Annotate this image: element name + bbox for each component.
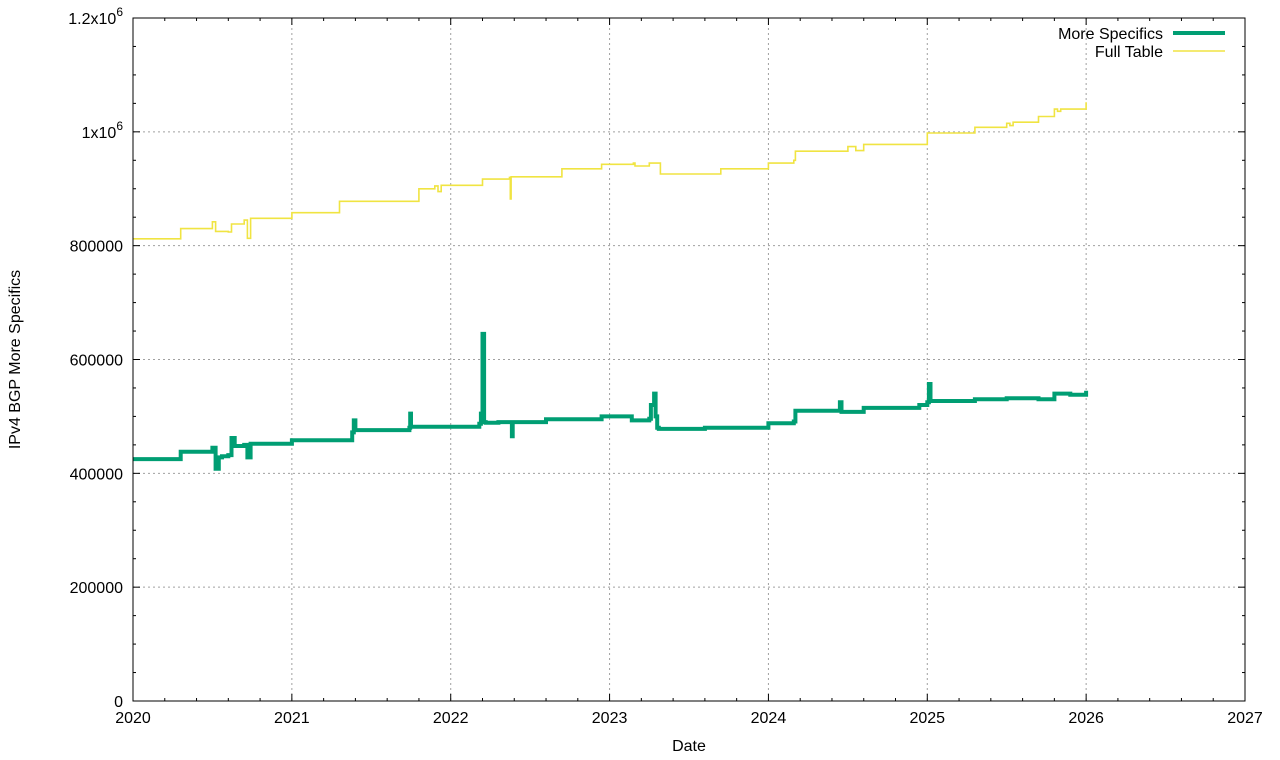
y-tick-label: 1x106 — [82, 119, 124, 142]
y-tick-label: 800000 — [70, 239, 123, 256]
tick-labels: 2020 2021 2022 2023 2024 2025 2026 2027 0 200000 4… — [68, 5, 1263, 727]
x-tick-label: 2020 — [115, 710, 151, 727]
x-tick-label: 2022 — [433, 710, 469, 727]
axis-ticks — [132, 17, 1246, 702]
y-tick-label-base: 1.2x10 — [68, 11, 116, 28]
x-tick-label: 2021 — [274, 710, 310, 727]
series-line-more-specifics — [133, 331, 1089, 471]
y-tick-label-base: 800000 — [70, 239, 123, 256]
y-axis-title: IPv4 BGP More Specifics — [7, 270, 24, 449]
y-tick-label: 400000 — [70, 466, 123, 483]
y-tick-label: 0 — [114, 694, 123, 711]
y-tick-label-exponent: 6 — [116, 5, 123, 19]
series-line-full-table — [133, 102, 1087, 240]
series-layer — [133, 102, 1089, 471]
y-tick-label-base: 200000 — [70, 580, 123, 597]
x-tick-label: 2026 — [1068, 710, 1104, 727]
x-axis-title: Date — [672, 738, 706, 755]
y-tick-label-base: 0 — [114, 694, 123, 711]
x-tick-label: 2027 — [1227, 710, 1263, 727]
y-tick-label: 600000 — [70, 353, 123, 370]
legend: More Specifics Full Table — [1058, 26, 1225, 61]
legend-label-more-specifics: More Specifics — [1058, 26, 1163, 43]
x-tick-label: 2023 — [592, 710, 628, 727]
y-tick-label-exponent: 6 — [116, 119, 123, 133]
y-tick-label-base: 1x10 — [82, 125, 117, 142]
grid — [133, 18, 1245, 701]
y-tick-label: 200000 — [70, 580, 123, 597]
legend-label-full-table: Full Table — [1095, 44, 1163, 61]
y-tick-label-base: 400000 — [70, 466, 123, 483]
y-tick-label-base: 600000 — [70, 353, 123, 370]
y-tick-label: 1.2x106 — [68, 5, 123, 28]
x-tick-label: 2025 — [909, 710, 945, 727]
x-tick-label: 2024 — [751, 710, 787, 727]
